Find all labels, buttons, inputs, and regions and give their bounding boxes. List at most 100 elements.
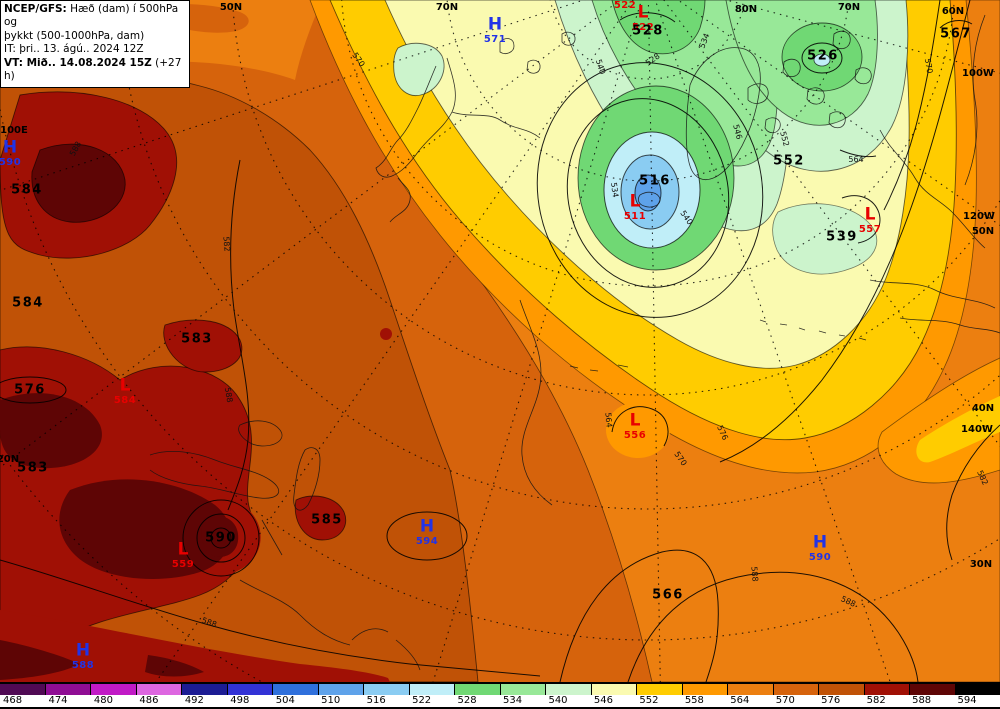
colorbar-cell: [682, 684, 728, 695]
colorbar-cell: [591, 684, 637, 695]
colorbar-value: 594: [957, 695, 977, 706]
pressure-center-h-value: 590: [808, 552, 832, 563]
colorbar-value: 474: [48, 695, 68, 706]
contour-value-label: 588: [749, 565, 760, 582]
contour-value-label: 576: [715, 423, 730, 442]
thickness-extrema-label: 552: [773, 153, 805, 169]
contour-value-label: 582: [975, 468, 990, 487]
pressure-center-l-value: 557: [858, 224, 882, 235]
colorbar-cell: [136, 684, 182, 695]
contour-value-label: 570: [672, 449, 689, 468]
colorbar-cell: [955, 684, 1000, 695]
colorbar-value: 546: [593, 695, 613, 706]
contour-value-label: 588: [200, 615, 218, 630]
pressure-center-h-letter: H: [2, 137, 18, 158]
thickness-extrema-label: 584: [11, 182, 43, 198]
pressure-center-h-letter: H: [75, 640, 91, 661]
thickness-extrema-label: 584: [12, 295, 44, 311]
contour-value-label: 534: [608, 181, 621, 199]
colorbar-value: 480: [93, 695, 113, 706]
graticule-label: 80N: [734, 4, 758, 15]
thickness-extrema-label: 566: [652, 587, 684, 603]
thickness-extrema-label: 590: [205, 530, 237, 546]
pressure-center-h-value: 588: [71, 660, 95, 671]
pressure-center-l-value: 559: [171, 559, 195, 570]
colorbar-value: 558: [684, 695, 704, 706]
pressure-center-l-letter: L: [177, 539, 189, 560]
colorbar-cell: [364, 684, 410, 695]
contour-value-label: 588: [67, 139, 84, 158]
colorbar-cell: [864, 684, 910, 695]
graticule-label: 100E: [0, 125, 28, 136]
colorbar-value: 486: [139, 695, 159, 706]
colorbar-value: 522: [412, 695, 432, 706]
colorbar-value: 582: [866, 695, 886, 706]
colorbar-value: 576: [821, 695, 841, 706]
title-line-1: NCEP/GFS: Hæð (dam) í 500hPa og: [4, 3, 179, 29]
title-line-2: þykkt (500-1000hPa, dam): [4, 29, 145, 42]
graticule-label: 100W: [962, 68, 994, 79]
graticule-label: 60N: [941, 6, 965, 17]
pressure-center-l-letter: L: [119, 375, 131, 396]
colorbar-value: 516: [366, 695, 386, 706]
contour-lines: [0, 0, 1000, 682]
contour-value-label: 582: [221, 235, 232, 252]
fill-regions: [0, 0, 1000, 682]
graticule-label: 70N: [435, 2, 459, 13]
colorbar-value: 498: [230, 695, 250, 706]
colorbar-value: 492: [184, 695, 204, 706]
graticule-label: 120W: [963, 211, 995, 222]
colorbar-cell: [819, 684, 865, 695]
graticule-label: 50N: [971, 226, 995, 237]
graticule-label: 70N: [837, 2, 861, 13]
contour-value-label: 588: [222, 386, 235, 404]
pressure-center-l-letter: L: [629, 410, 641, 431]
contour-value-label: 546: [731, 123, 744, 141]
colorbar-value: 570: [775, 695, 795, 706]
contour-value-label: 564: [603, 411, 614, 428]
thickness-extrema-label: 528: [632, 23, 664, 39]
colorbar-cell: [409, 684, 455, 695]
pressure-center-l-value: 584: [113, 395, 137, 406]
thickness-extrema-label: 567: [940, 26, 972, 42]
contour-value-label: 570: [350, 50, 367, 69]
pressure-center-l-letter: L: [864, 204, 876, 225]
pressure-center-h-value: 594: [415, 536, 439, 547]
colorbar-cell: [455, 684, 501, 695]
pressure-center-h-letter: H: [487, 14, 503, 35]
colorbar-swatches: [0, 682, 1000, 695]
colorbar-value: 552: [639, 695, 659, 706]
contour-value-label: 588: [839, 594, 858, 609]
colorbar-cell: [91, 684, 137, 695]
colorbar-cell: [728, 684, 774, 695]
colorbar-cell: [910, 684, 956, 695]
colorbar-cell: [546, 684, 592, 695]
colorbar-cell: [500, 684, 546, 695]
colorbar-values: 468 474 480 486 492 498 504 510 516 522 528 534 540 5…: [0, 695, 1000, 709]
thickness-extrema-label: 585: [311, 512, 343, 528]
colorbar-cell: [637, 684, 683, 695]
colorbar-value: 528: [457, 695, 477, 706]
graticule-label: 140W: [961, 424, 993, 435]
thickness-extrema-label: 526: [807, 48, 839, 64]
title-line-4: VT: Mið.. 14.08.2024 15Z (+27 h): [4, 56, 182, 83]
pressure-center-h-value: 571: [483, 34, 507, 45]
thickness-colorbar: 468 474 480 486 492 498 504 510 516 522 528 534 540 5…: [0, 682, 1000, 709]
thickness-extrema-label: 576: [14, 382, 46, 398]
contour-value-label: 570: [922, 57, 935, 75]
pressure-center-h-letter: H: [812, 532, 828, 553]
pressure-center-l-value: 522: [631, 22, 655, 33]
map-labels-layer: H 571 H 590 H 594 H 590 H 588 L 522 L 511 L 557 L 556 L 584…: [0, 1, 995, 671]
colorbar-value: 510: [321, 695, 341, 706]
pressure-center-l-value: 556: [623, 430, 647, 441]
contour-value-label: 528: [643, 51, 662, 68]
thickness-extrema-label: 516: [639, 173, 671, 189]
colorbar-cell: [227, 684, 273, 695]
graticule: [0, 0, 1000, 682]
graticule-label: 50N: [219, 2, 243, 13]
colorbar-cell: [0, 684, 46, 695]
colorbar-value: 540: [548, 695, 568, 706]
colorbar-value: 534: [503, 695, 523, 706]
contour-value-label: 564: [848, 155, 864, 164]
